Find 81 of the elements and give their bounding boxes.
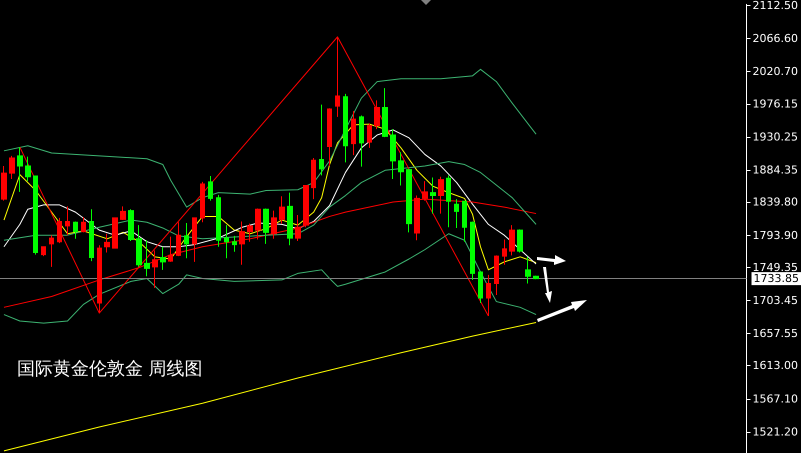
candlestick <box>216 194 221 248</box>
candlestick <box>311 158 316 200</box>
candlestick <box>112 217 118 249</box>
y-tick-label: 1839.80 <box>752 196 798 209</box>
candlestick <box>319 104 324 176</box>
candlestick <box>271 210 277 240</box>
candlestick <box>462 200 467 242</box>
candlestick <box>287 192 293 246</box>
candlestick <box>406 168 412 233</box>
candlestick <box>208 176 213 202</box>
candlestick <box>517 228 523 254</box>
candlestick <box>160 246 166 270</box>
y-tick-label: 1976.15 <box>752 97 798 110</box>
candlestick <box>104 233 110 254</box>
candlestick <box>81 216 86 233</box>
candlestick <box>17 146 23 192</box>
candlestick <box>120 206 126 221</box>
candlestick <box>454 198 459 228</box>
candlestick <box>247 223 253 242</box>
candlestick <box>136 224 142 268</box>
candlestick <box>128 208 134 242</box>
candlestick <box>398 152 404 186</box>
candlestick <box>33 176 38 256</box>
candlestick <box>494 254 499 296</box>
candlestick <box>144 240 150 277</box>
candlestick <box>382 88 388 138</box>
candlestick <box>1 165 7 202</box>
candlestick <box>73 220 78 240</box>
candlestick <box>327 108 332 166</box>
candlestick <box>232 235 237 252</box>
y-tick-label: 2020.70 <box>752 65 798 78</box>
candlestick <box>49 234 54 268</box>
candlestick <box>9 155 15 180</box>
candlestick <box>168 236 173 262</box>
candlestick <box>478 270 483 304</box>
ref-line-label: 1733.85 <box>754 272 800 286</box>
candlestick <box>509 224 515 256</box>
candlestick <box>200 181 205 223</box>
candlestick <box>470 220 475 280</box>
line-series <box>3 322 537 452</box>
y-tick-label: 1793.90 <box>752 228 798 242</box>
y-tick-label: 1613.00 <box>752 359 798 372</box>
candlestick <box>224 224 229 259</box>
y-tick-label: 1521.20 <box>752 425 798 438</box>
candlestick <box>367 122 372 148</box>
candlestick <box>41 246 46 257</box>
line-series <box>3 68 537 208</box>
candlestick <box>343 93 348 163</box>
candlestick <box>192 217 197 262</box>
candlestick <box>184 222 189 259</box>
candlestick <box>89 208 94 262</box>
y-tick-label: 2066.60 <box>752 32 798 46</box>
y-tick-label: 1567.10 <box>752 392 798 406</box>
y-tick-label: 1884.35 <box>752 164 798 177</box>
y-tick-label: 1749.35 <box>752 260 798 274</box>
candlestick <box>446 174 451 228</box>
line-series <box>3 233 537 324</box>
candlestick <box>502 239 507 266</box>
candlestick <box>152 250 158 288</box>
candlestick <box>255 208 261 240</box>
candlestick <box>533 275 539 280</box>
candlestick <box>374 100 380 130</box>
candlestick <box>65 206 70 236</box>
y-tick-label: 2112.50 <box>752 0 798 12</box>
candlestick <box>25 156 31 182</box>
candlestick <box>525 256 531 284</box>
y-tick-label: 1703.45 <box>752 294 798 308</box>
candlestick <box>263 208 269 244</box>
candlestick <box>239 220 245 266</box>
y-tick-label: 1930.25 <box>752 130 798 144</box>
candlestick <box>359 114 364 168</box>
line-series <box>3 161 537 241</box>
candlestick <box>351 110 356 156</box>
candlestick <box>430 177 436 214</box>
candlestick <box>390 128 396 180</box>
y-tick-label: 1657.55 <box>752 327 798 340</box>
text: 国际黄金伦敦金 周线图 <box>17 358 203 380</box>
candlestick <box>57 217 62 244</box>
candlestick <box>279 196 285 224</box>
candlestick <box>295 214 301 242</box>
candlestick <box>176 222 181 257</box>
